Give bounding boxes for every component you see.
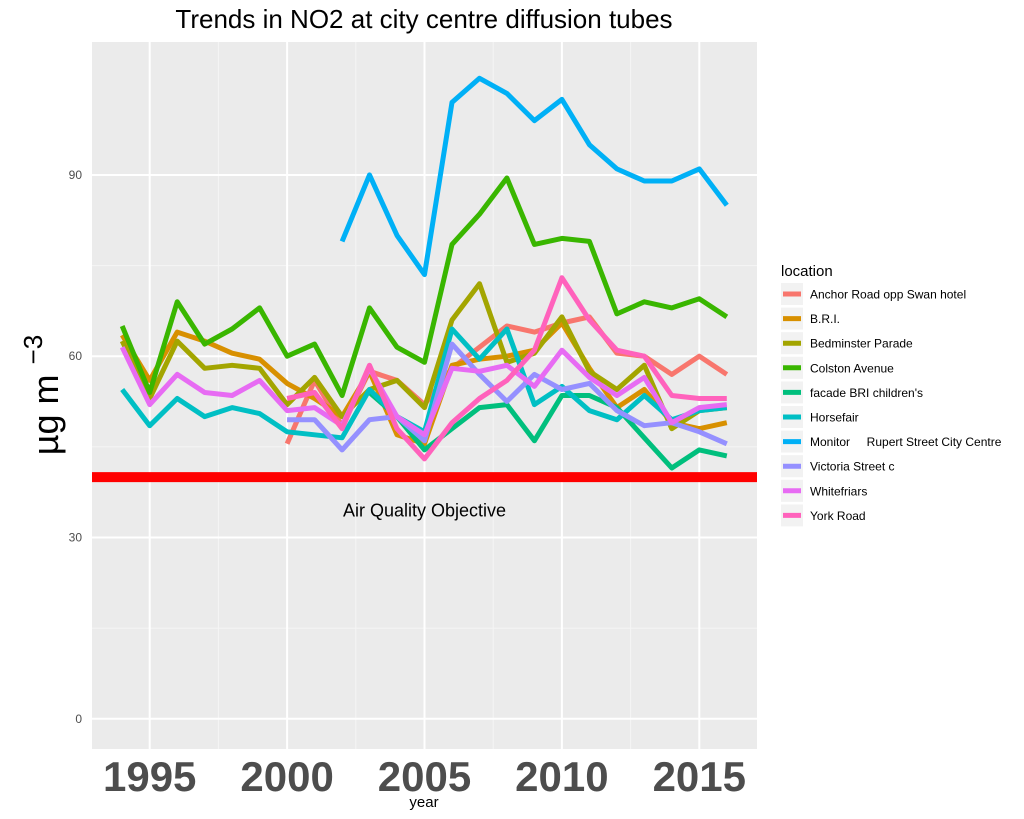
y-tick-label: 0	[75, 712, 82, 726]
x-tick-label: 2015	[653, 753, 746, 800]
legend-label: Horsefair	[810, 411, 859, 425]
series-line	[119, 346, 728, 438]
legend-label: B.R.I.	[810, 312, 840, 326]
legend: location Anchor Road opp Swan hotel B.R.I…	[781, 263, 1002, 527]
y-tick-label: 60	[69, 349, 83, 363]
series-line	[286, 275, 727, 462]
series-line	[120, 320, 728, 447]
air-quality-objective-label: Air Quality Objective	[343, 500, 506, 520]
x-tick-label: 1995	[103, 753, 196, 800]
legend-label: Anchor Road opp Swan hotel	[810, 288, 966, 302]
x-axis-label: year	[409, 794, 438, 811]
y-tick-labels: 0 30 60 90	[69, 168, 83, 726]
legend-label: Colston Avenue	[810, 361, 894, 375]
y-tick-label: 90	[69, 168, 83, 182]
legend-label: Victoria Street c	[810, 460, 894, 474]
x-tick-label: 2000	[240, 753, 333, 800]
y-axis-label: µg m −3	[18, 335, 66, 455]
y-tick-label: 30	[69, 531, 83, 545]
legend-label: Monitor Rupert Street City Centre	[810, 435, 1002, 449]
series-line	[339, 75, 729, 278]
chart-title: Trends in NO2 at city centre diffusion t…	[175, 4, 672, 34]
legend-items: Anchor Road opp Swan hotel B.R.I. Bedminst…	[781, 283, 1002, 527]
legend-label: Whitefriars	[810, 484, 867, 498]
series-lines	[119, 75, 729, 471]
svg-text:µg m −3: µg m −3	[18, 335, 66, 455]
y-axis-label-base: µg m	[25, 374, 66, 455]
legend-title: location	[781, 263, 833, 280]
x-tick-label: 2010	[515, 753, 608, 800]
legend-label: facade BRI children's	[810, 386, 923, 400]
series-line	[119, 175, 729, 398]
series-line	[287, 341, 728, 453]
x-tick-labels: 1995 2000 2005 2010 2015	[103, 753, 746, 800]
series-line	[119, 281, 728, 432]
x-tick-label: 2005	[378, 753, 471, 800]
legend-label: Bedminster Parade	[810, 337, 913, 351]
y-axis-label-exponent: −3	[18, 335, 48, 365]
series-line	[367, 390, 728, 471]
legend-label: York Road	[810, 509, 866, 523]
